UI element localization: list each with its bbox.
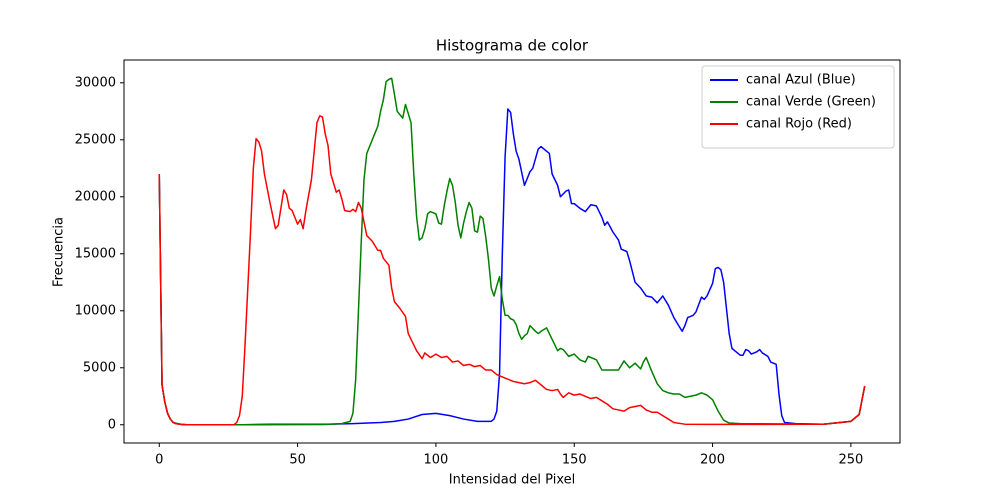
x-tick-label: 250 bbox=[838, 453, 863, 468]
series-line bbox=[158, 115, 866, 426]
y-tick-label: 10000 bbox=[75, 303, 116, 318]
y-tick-label: 0 bbox=[108, 417, 116, 432]
plot-frame bbox=[123, 59, 901, 444]
x-axis-label: Intensidad del Pixel bbox=[449, 473, 575, 488]
series-line bbox=[158, 108, 866, 426]
legend-label: canal Azul (Blue) bbox=[746, 73, 856, 88]
legend-label: canal Rojo (Red) bbox=[746, 117, 852, 132]
x-tick-label: 200 bbox=[700, 453, 725, 468]
legend: canal Azul (Blue) canal Verde (Green) cana… bbox=[701, 65, 895, 149]
y-axis-label: Frecuencia bbox=[52, 217, 67, 287]
series-line bbox=[158, 77, 866, 426]
legend-box bbox=[701, 65, 895, 149]
x-tick-label: 50 bbox=[289, 453, 306, 468]
y-tick-label: 5000 bbox=[83, 360, 116, 375]
y-tick-label: 20000 bbox=[75, 189, 116, 204]
y-tick-label: 15000 bbox=[75, 246, 116, 261]
x-tick-label: 100 bbox=[424, 453, 449, 468]
y-tick-label: 30000 bbox=[75, 75, 116, 90]
legend-label: canal Verde (Green) bbox=[746, 95, 876, 110]
x-tick-label: 0 bbox=[155, 453, 163, 468]
x-tick-label: 150 bbox=[562, 453, 587, 468]
y-tick-label: 25000 bbox=[75, 132, 116, 147]
chart-title: Histograma de color bbox=[436, 37, 589, 55]
